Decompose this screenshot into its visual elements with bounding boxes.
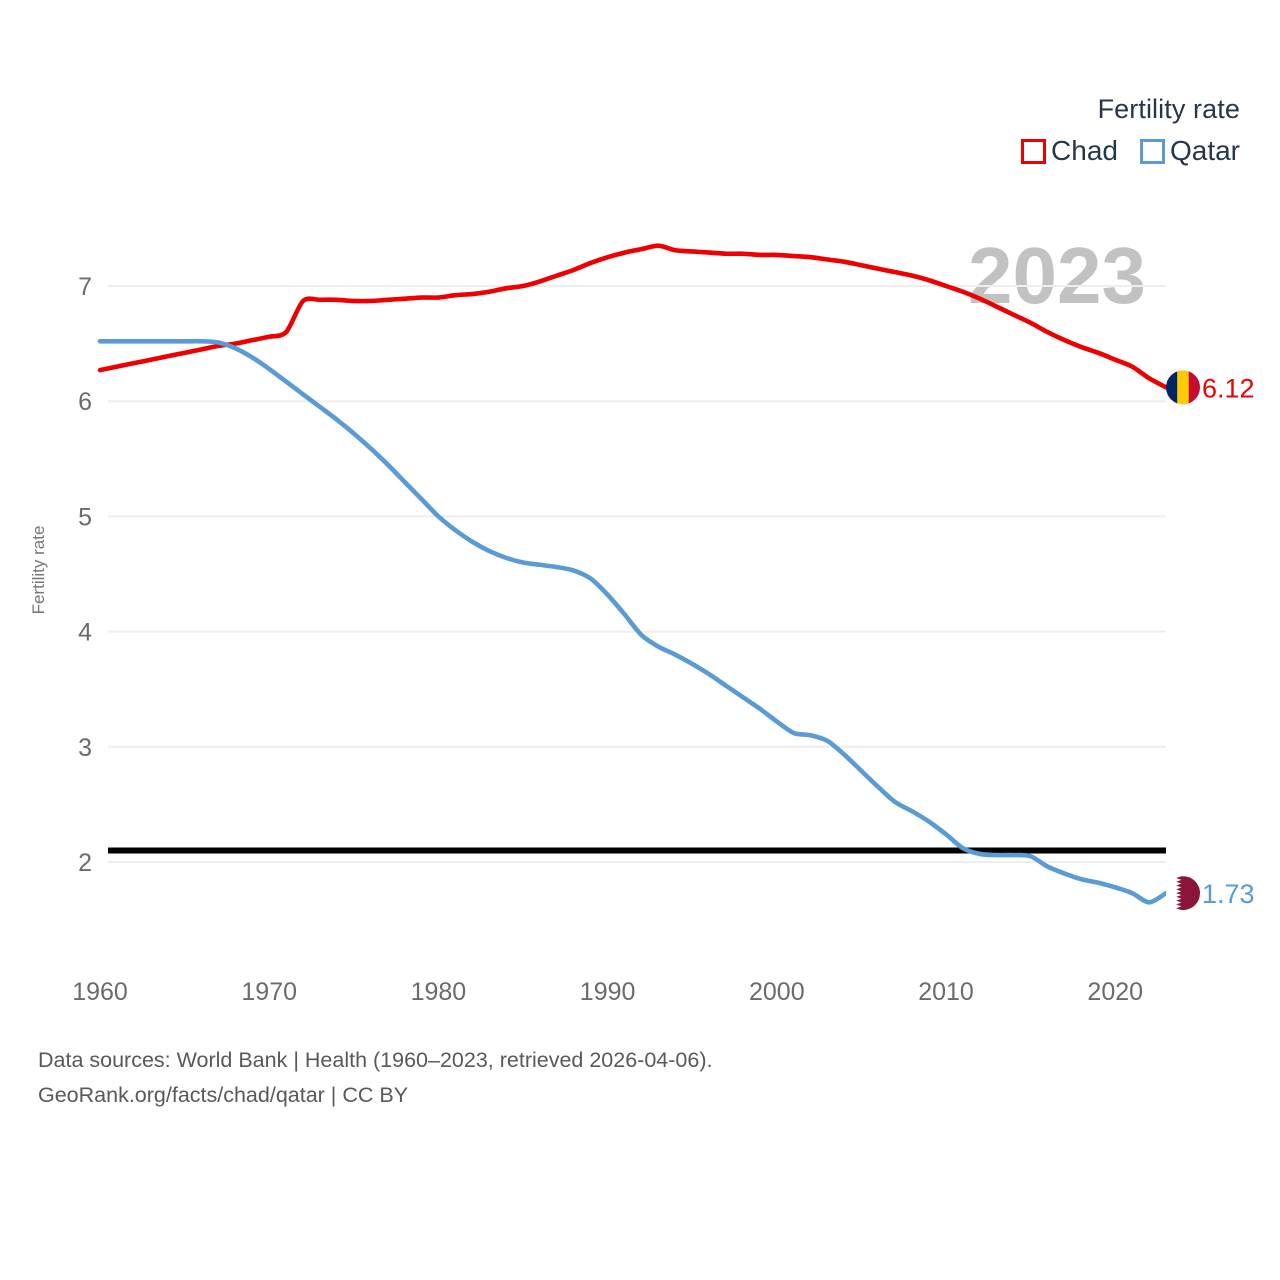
y-axis-title: Fertility rate <box>29 526 48 615</box>
y-tick-label: 7 <box>78 273 92 301</box>
gridlines <box>108 285 1166 863</box>
chad-flag-marker <box>1166 370 1200 405</box>
x-tick-label: 1970 <box>241 978 297 1006</box>
chart-legend: Fertility rate Chad Qatar <box>1021 96 1240 165</box>
legend-items: Chad Qatar <box>1021 137 1240 165</box>
y-tick-label: 3 <box>78 734 92 762</box>
end-label-chad: 6.12 <box>1202 373 1255 403</box>
end-label-qatar: 1.73 <box>1202 879 1255 909</box>
legend-title: Fertility rate <box>1097 94 1240 124</box>
x-tick-label: 1980 <box>411 978 467 1006</box>
x-axis-tick-labels: 1960 1970 1980 1990 2000 2010 2020 <box>72 978 1143 1006</box>
y-tick-label: 2 <box>78 849 92 877</box>
x-tick-label: 1990 <box>580 978 636 1006</box>
series-line-chad <box>97 243 1169 390</box>
legend-swatch-qatar <box>1139 138 1165 164</box>
y-tick-label: 4 <box>78 619 92 647</box>
x-tick-label: 2020 <box>1087 978 1143 1006</box>
footer-credits: Data sources: World Bank | Health (1960–… <box>38 1043 712 1113</box>
series-line-qatar <box>97 338 1169 905</box>
legend-label-chad: Chad <box>1051 135 1118 166</box>
x-tick-label: 1960 <box>72 978 128 1006</box>
qatar-flag-marker <box>1166 876 1200 911</box>
legend-label-qatar: Qatar <box>1169 135 1240 166</box>
legend-item-chad[interactable]: Chad <box>1021 137 1118 165</box>
year-watermark: 2023 <box>968 231 1146 320</box>
legend-swatch-chad <box>1021 138 1047 164</box>
x-tick-label: 2000 <box>749 978 805 1006</box>
footer-line-1: Data sources: World Bank | Health (1960–… <box>38 1048 713 1072</box>
y-axis-tick-labels: 2 3 4 5 6 7 <box>78 273 92 877</box>
footer-line-2: GeoRank.org/facts/chad/qatar | CC BY <box>38 1082 409 1107</box>
y-tick-label: 5 <box>78 503 92 531</box>
y-tick-label: 6 <box>78 388 92 416</box>
x-tick-label: 2010 <box>918 978 974 1006</box>
legend-item-qatar[interactable]: Qatar <box>1139 135 1240 166</box>
